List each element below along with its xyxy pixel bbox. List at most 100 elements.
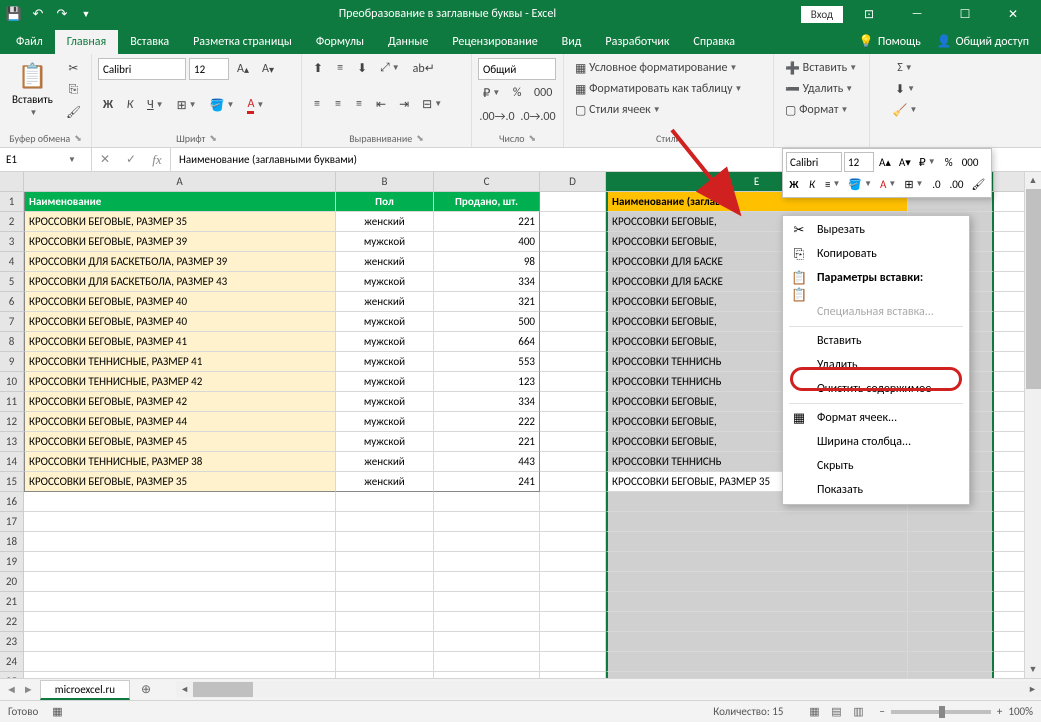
zoom-out-icon[interactable]: − [879, 705, 884, 718]
zoom-slider[interactable] [891, 710, 991, 714]
scroll-thumb[interactable] [1026, 189, 1041, 389]
add-sheet-button[interactable]: ⊕ [136, 680, 156, 700]
currency-button[interactable]: ₽▼ [478, 83, 505, 103]
paste-button[interactable]: 📋 Вставить ▼ [6, 58, 59, 122]
cell[interactable] [540, 452, 606, 472]
cell[interactable] [336, 592, 434, 612]
comma-button[interactable]: 000 [529, 83, 557, 103]
cell[interactable]: 3 [0, 232, 24, 252]
cell[interactable] [336, 552, 434, 572]
cell[interactable]: 4 [0, 252, 24, 272]
cell[interactable]: 17 [0, 512, 24, 532]
tab-developer[interactable]: Разработчик [593, 30, 681, 54]
ctx-format-cells[interactable]: ▦Формат ячеек... [783, 406, 969, 430]
cell[interactable] [540, 632, 606, 652]
cell[interactable]: D [540, 172, 606, 192]
cell[interactable]: женский [336, 472, 434, 492]
cell[interactable] [24, 592, 336, 612]
mini-font-color[interactable]: A▼ [877, 174, 899, 194]
cell[interactable]: КРОССОВКИ БЕГОВЫЕ, РАЗМЕР 44 [24, 412, 336, 432]
cell[interactable]: женский [336, 212, 434, 232]
cell[interactable]: 221 [434, 212, 540, 232]
qat-dropdown-icon[interactable]: ▼ [78, 6, 94, 22]
cell[interactable]: 24 [0, 652, 24, 672]
scroll-down-icon[interactable]: ▼ [1025, 661, 1041, 678]
cell-styles-button[interactable]: ▢ Стили ячеек▼ [570, 100, 767, 120]
mini-border[interactable]: ⊞▼ [901, 174, 926, 194]
cell[interactable]: 18 [0, 532, 24, 552]
zoom-handle[interactable] [939, 706, 945, 718]
align-right-button[interactable]: ≡ [350, 94, 368, 114]
tab-file[interactable]: Файл [4, 30, 55, 54]
shrink-font-button[interactable]: A▾ [257, 59, 279, 79]
underline-button[interactable]: Ч▼ [142, 95, 169, 115]
clipboard-launcher-icon[interactable]: ⬊ [74, 133, 82, 144]
mini-fill[interactable]: 🪣▼ [845, 174, 875, 194]
orientation-button[interactable]: ⤢▼ [375, 58, 405, 78]
close-icon[interactable]: ✕ [991, 0, 1035, 28]
page-break-icon[interactable]: ▥ [847, 703, 869, 721]
cell[interactable]: 98 [434, 252, 540, 272]
cell[interactable] [606, 592, 908, 612]
normal-view-icon[interactable]: ▦ [803, 703, 825, 721]
font-size-select[interactable] [189, 58, 229, 80]
inc-decimal-button[interactable]: .00→.0 [478, 107, 516, 127]
sheet-tab[interactable]: microexcel.ru [40, 680, 130, 700]
cell[interactable] [540, 652, 606, 672]
mini-grow-font[interactable]: A▴ [876, 152, 894, 172]
cell[interactable]: B [336, 172, 434, 192]
cell[interactable]: 16 [0, 492, 24, 512]
align-middle-button[interactable]: ≡ [331, 58, 349, 78]
cell[interactable]: КРОССОВКИ ТЕННИСНЫЕ, РАЗМЕР 41 [24, 352, 336, 372]
cell[interactable] [336, 652, 434, 672]
cell[interactable]: 19 [0, 552, 24, 572]
cell[interactable]: 7 [0, 312, 24, 332]
cell[interactable] [540, 252, 606, 272]
cell[interactable]: КРОССОВКИ БЕГОВЫЕ, РАЗМЕР 40 [24, 292, 336, 312]
cell[interactable] [24, 532, 336, 552]
cell[interactable]: 13 [0, 432, 24, 452]
merge-button[interactable]: ⊟▼ [417, 94, 447, 114]
cell[interactable]: 22 [0, 612, 24, 632]
cell[interactable] [540, 432, 606, 452]
undo-icon[interactable]: ↶ [30, 6, 46, 22]
mini-size-select[interactable] [844, 152, 874, 172]
align-left-button[interactable]: ≡ [308, 94, 326, 114]
cell[interactable]: 241 [434, 472, 540, 492]
cell[interactable] [540, 672, 606, 678]
cell[interactable] [336, 632, 434, 652]
wrap-text-button[interactable]: ab↵ [408, 58, 440, 78]
redo-icon[interactable]: ↷ [54, 6, 70, 22]
ribbon-options-icon[interactable]: ⊡ [847, 0, 891, 28]
indent-inc-button[interactable]: ⇥ [394, 94, 414, 114]
grow-font-button[interactable]: A▴ [232, 59, 254, 79]
cell[interactable]: 23 [0, 632, 24, 652]
cell[interactable] [540, 552, 606, 572]
cell[interactable] [434, 592, 540, 612]
delete-cells-button[interactable]: ➖ Удалить▼ [780, 79, 863, 99]
cell[interactable] [540, 492, 606, 512]
zoom-in-icon[interactable]: + [997, 705, 1002, 718]
tab-help[interactable]: Справка [681, 30, 747, 54]
cell[interactable] [434, 612, 540, 632]
cell[interactable] [434, 572, 540, 592]
cell[interactable]: мужской [336, 412, 434, 432]
horizontal-scrollbar[interactable]: ◄ ► [176, 681, 1041, 698]
cell[interactable] [434, 552, 540, 572]
cell[interactable] [24, 512, 336, 532]
ctx-copy[interactable]: ⎘Копировать [783, 242, 969, 266]
cell[interactable]: КРОССОВКИ БЕГОВЫЕ, РАЗМЕР 41 [24, 332, 336, 352]
number-format-select[interactable] [478, 58, 556, 80]
cell[interactable]: 6 [0, 292, 24, 312]
mini-inc-dec[interactable]: .0 [928, 174, 944, 194]
cell[interactable] [336, 572, 434, 592]
cell[interactable]: КРОССОВКИ ТЕННИСНЫЕ, РАЗМЕР 42 [24, 372, 336, 392]
format-cells-button[interactable]: ▢ Формат▼ [780, 100, 863, 120]
cell[interactable] [540, 512, 606, 532]
cell[interactable]: мужской [336, 312, 434, 332]
cell[interactable]: C [434, 172, 540, 192]
cell[interactable] [24, 632, 336, 652]
sheet-prev-icon[interactable]: ◄ [6, 683, 17, 696]
cell[interactable] [24, 552, 336, 572]
cell[interactable]: 8 [0, 332, 24, 352]
